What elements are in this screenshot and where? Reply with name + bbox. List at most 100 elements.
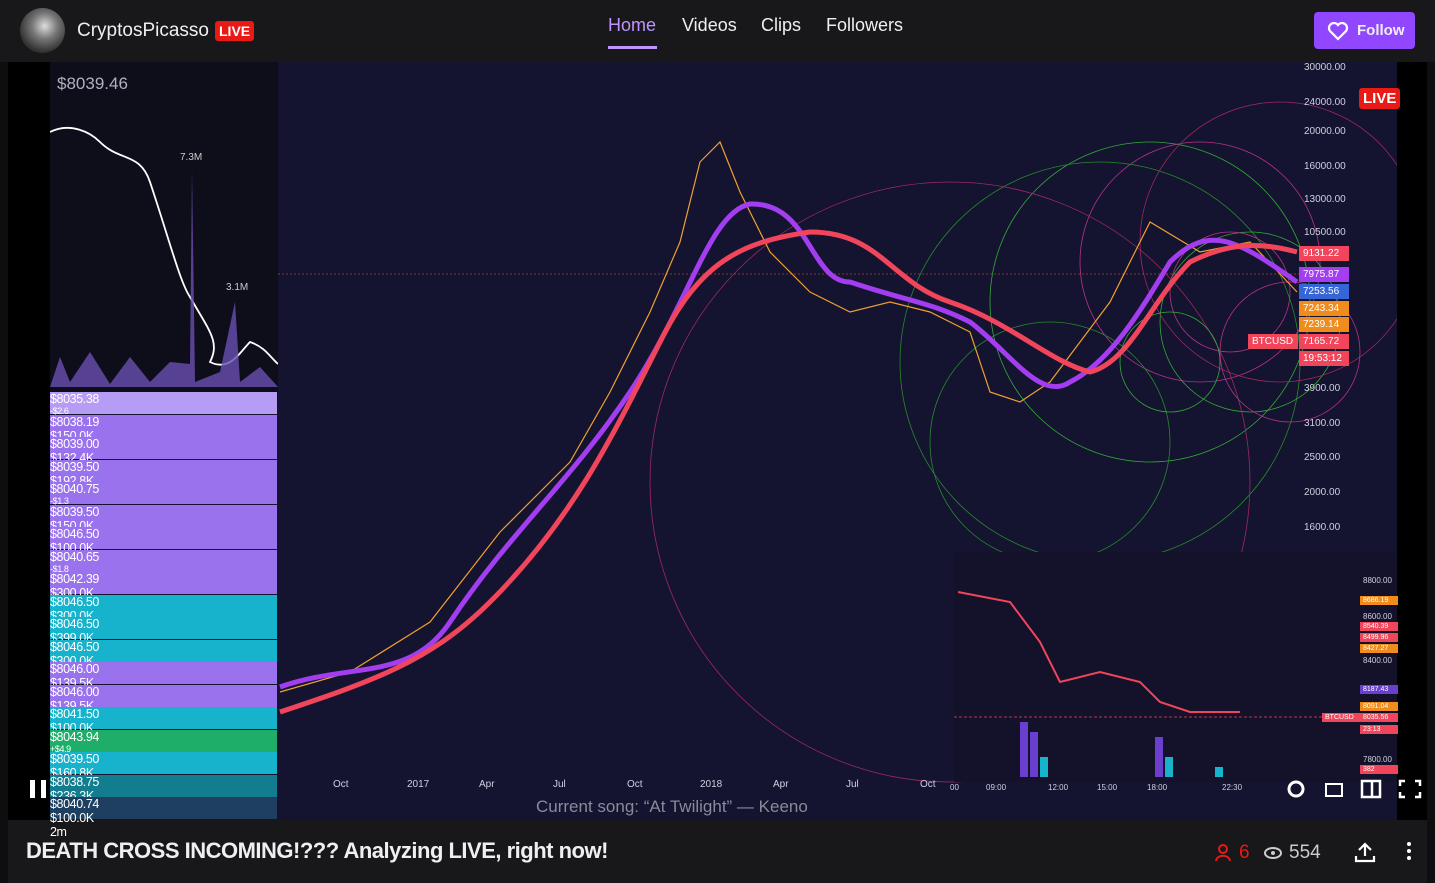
- inset-time-label: 18:00: [1147, 783, 1168, 792]
- time-axis-label: Oct: [920, 779, 936, 790]
- inset-tag: 23:13: [1360, 725, 1398, 734]
- trade-row: $8039.50$160.8K1m: [50, 752, 277, 794]
- price-axis-label: 10500.00: [1304, 227, 1346, 238]
- inset-symbol-tag: BTCUSD: [1322, 713, 1360, 722]
- volume-art: [50, 127, 278, 387]
- time-axis-label: Apr: [479, 779, 495, 790]
- inset-tag: 8499.96: [1360, 633, 1398, 642]
- nav-home[interactable]: Home: [608, 15, 657, 35]
- trade-row: $8046.00$139.5K1m: [50, 684, 277, 727]
- inset-tag: 8427.27: [1360, 644, 1398, 653]
- price-axis-label: 16000.00: [1304, 161, 1346, 172]
- trade-change: +$4.9: [50, 743, 71, 754]
- time-axis-label: Oct: [627, 779, 643, 790]
- trade-change: -$1.8: [50, 563, 69, 574]
- trade-price: $8039.50: [50, 459, 99, 474]
- trade-price: $8043.94: [50, 729, 99, 744]
- price-tag: 9131.22: [1299, 246, 1349, 261]
- trade-row: $8040.65-$1.8$311.8K56s: [50, 549, 277, 602]
- channel-name[interactable]: CryptosPicasso: [77, 20, 209, 41]
- price-axis-label: 2000.00: [1304, 487, 1341, 498]
- nav-underline: [608, 46, 657, 49]
- trade-price: $8039.50: [50, 504, 99, 519]
- live-badge: LIVE: [215, 21, 255, 41]
- price-tag: 7239.14: [1299, 317, 1349, 332]
- trade-price: $8046.50: [50, 594, 99, 609]
- price-tag: 7253.56: [1299, 284, 1349, 299]
- price-tag: 19:53:12: [1299, 351, 1349, 366]
- trade-row: $8039.50$150.0K17s: [50, 504, 277, 547]
- trade-price: $8035.38: [50, 392, 99, 406]
- trade-price: $8042.39: [50, 572, 99, 586]
- volume-label: 3.1M: [226, 282, 249, 293]
- inset-time-label: 15:00: [1097, 783, 1118, 792]
- trade-row: $8046.50$300.0K1m: [50, 594, 277, 637]
- stream-title: DEATH CROSS INCOMING!??? Analyzing LIVE,…: [26, 838, 608, 863]
- trade-change: -$2.6: [50, 406, 69, 416]
- price-axis-label: 3100.00: [1304, 418, 1341, 429]
- info-bar: [8, 820, 1427, 883]
- inset-tag: 8540.39: [1360, 622, 1398, 631]
- price-axis-label: 13000.00: [1304, 194, 1346, 205]
- price-tag: 7243.34: [1299, 301, 1349, 316]
- inset-time-label: 09:00: [986, 783, 1007, 792]
- trade-row: $8046.50$300.0K1m: [50, 639, 277, 682]
- trade-price: $8040.65: [50, 549, 99, 564]
- trade-row: $8046.50$100.0K57s: [50, 527, 277, 569]
- trade-row: $8039.50$192.8K2s: [50, 459, 277, 502]
- inset-axis-label: 8400.00: [1363, 656, 1392, 665]
- trade-price: $8039.00: [50, 437, 99, 451]
- trade-amount: $100.0K: [50, 811, 94, 825]
- trade-row: $8046.00$139.5K1m: [50, 662, 277, 704]
- trade-row: $8041.50$100.0K1m: [50, 707, 277, 749]
- trade-price: $8046.00: [50, 684, 99, 699]
- viewer-icon: [1264, 847, 1282, 859]
- heart-icon: [1327, 21, 1349, 41]
- trade-price: $8046.50: [50, 617, 99, 631]
- inset-tag: 8091.04: [1360, 702, 1398, 711]
- price-tag: 7165.72: [1299, 334, 1349, 349]
- volume-label: 7.3M: [180, 152, 203, 163]
- trade-change: -$1.3: [50, 496, 69, 506]
- time-axis-label: 2018: [700, 779, 723, 790]
- nav-followers[interactable]: Followers: [826, 15, 904, 35]
- trade-row: $8040.75-$1.3$152.8K3s: [50, 482, 277, 534]
- inset-tag: 382: [1360, 765, 1398, 774]
- host-count: 6: [1239, 842, 1250, 863]
- share-menu[interactable]: [1354, 840, 1424, 864]
- trade-time: 2m: [50, 825, 67, 839]
- trade-row: $8038.19$150.0K1s: [50, 414, 277, 457]
- time-axis-label: Apr: [773, 779, 789, 790]
- viewer-count: 554: [1289, 842, 1321, 863]
- price-axis-label: 20000.00: [1304, 126, 1346, 137]
- avatar[interactable]: [20, 8, 65, 53]
- trade-price: $8046.50: [50, 527, 99, 541]
- time-axis-label: Jul: [553, 779, 566, 790]
- chart-art: [278, 101, 1397, 783]
- inset-tag: 8187.43: [1360, 685, 1398, 694]
- inset-time-label: 12:00: [1048, 783, 1069, 792]
- trade-price: $8040.74: [50, 797, 99, 811]
- trade-row: $8039.00$132.4K2s: [50, 437, 277, 479]
- host-icon: [1215, 844, 1231, 862]
- trade-price: $8038.75: [50, 774, 99, 789]
- pause-button[interactable]: [30, 780, 46, 798]
- nav-clips[interactable]: Clips: [761, 15, 802, 35]
- trade-price: $8040.75: [50, 482, 99, 496]
- player-controls[interactable]: [1284, 778, 1424, 800]
- trade-price: $8038.19: [50, 414, 99, 429]
- nav-videos[interactable]: Videos: [682, 15, 737, 35]
- price-axis-label: 24000.00: [1304, 97, 1346, 108]
- inset-axis-label: 8800.00: [1363, 576, 1392, 585]
- inset-axis-label: 8600.00: [1363, 612, 1392, 621]
- price-axis-label: 1600.00: [1304, 522, 1341, 533]
- time-axis-label: Oct: [333, 779, 349, 790]
- price-axis-label: 2500.00: [1304, 452, 1341, 463]
- video-live-badge: LIVE: [1359, 88, 1401, 109]
- trade-price: $8039.50: [50, 752, 99, 766]
- ticker-pane: [50, 62, 278, 402]
- trade-price: $8041.50: [50, 707, 99, 721]
- price-tag: 7975.87: [1299, 267, 1349, 282]
- inset-time-label: 00: [950, 783, 959, 792]
